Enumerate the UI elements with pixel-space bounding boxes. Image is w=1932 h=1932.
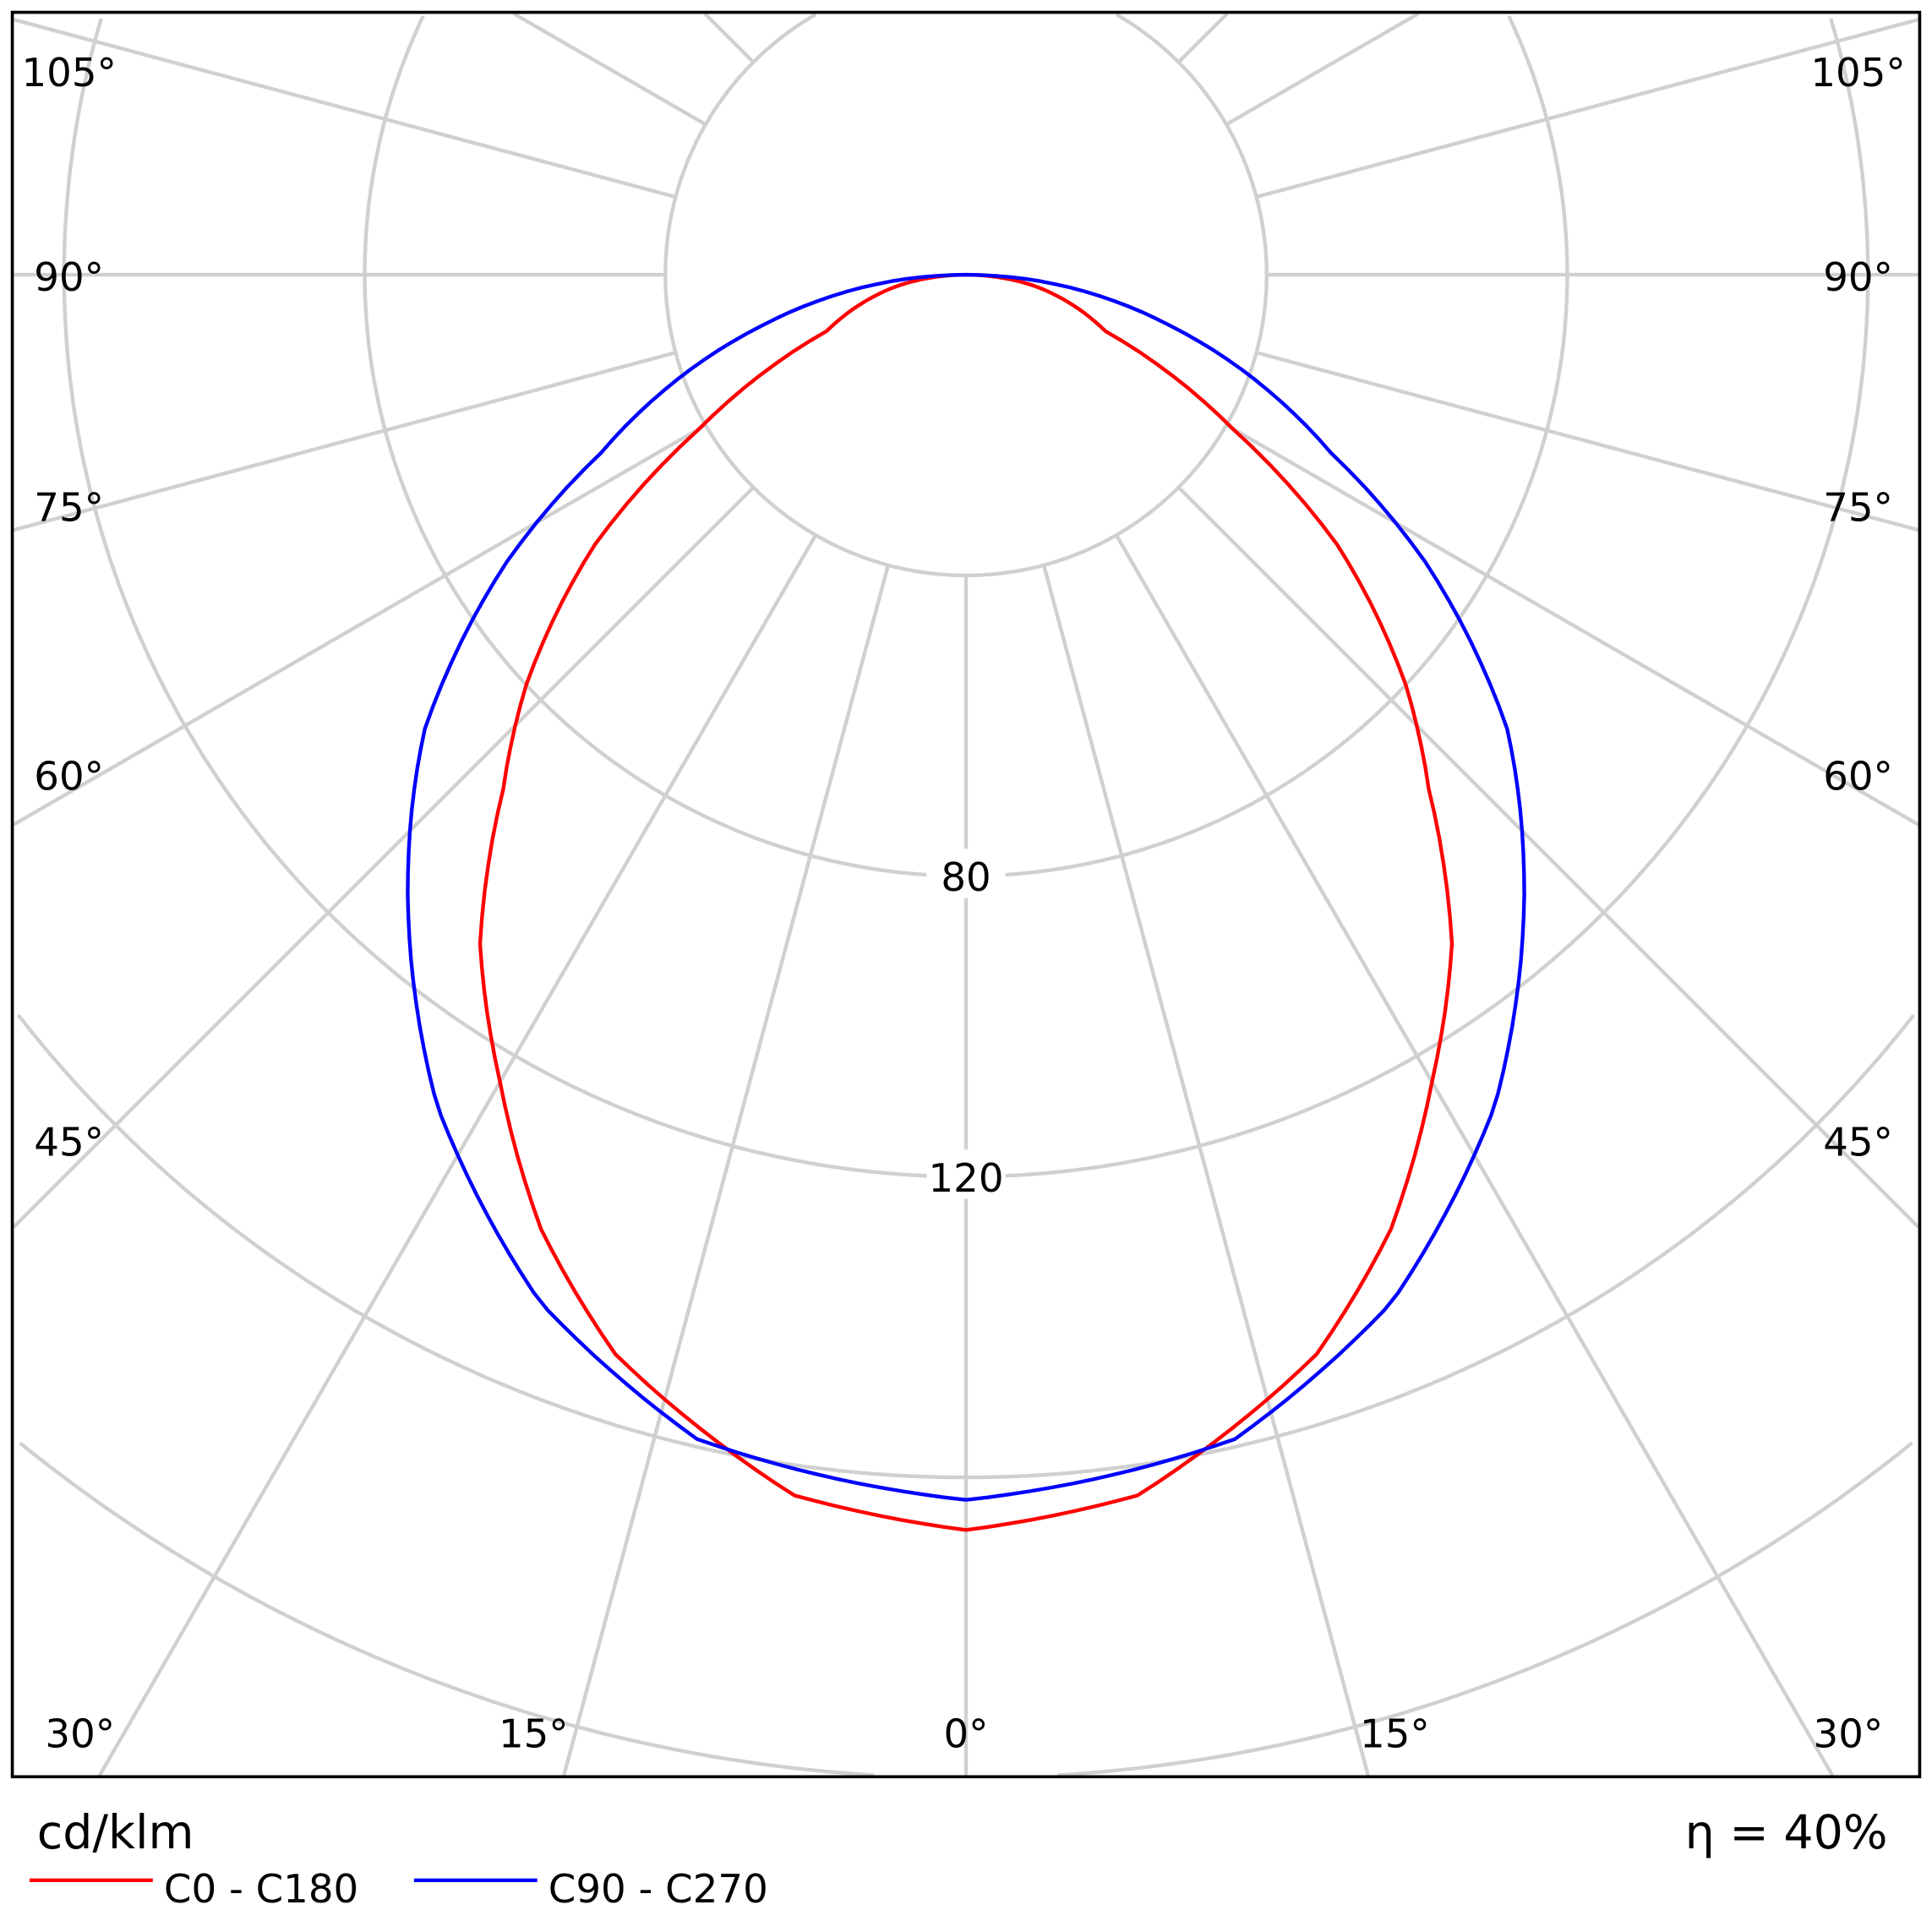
series-curve-1 bbox=[406, 272, 1526, 1502]
grid-spoke bbox=[13, 18, 676, 199]
grid-ring bbox=[1507, 14, 1569, 276]
angle-label-left: 105° bbox=[21, 51, 116, 96]
angle-label-left: 75° bbox=[34, 486, 104, 532]
angle-label-left: 45° bbox=[34, 1121, 104, 1166]
grid-spoke bbox=[13, 351, 676, 532]
grid-ring bbox=[363, 14, 1569, 878]
angle-label-bottom: 30° bbox=[1814, 1711, 1884, 1757]
legend-label-c0: C0 - C180 bbox=[164, 1867, 358, 1913]
radial-tick-label: 120 bbox=[928, 1156, 1003, 1202]
radial-tick-bg bbox=[926, 1149, 1006, 1199]
grid-spoke bbox=[1041, 565, 1370, 1776]
grid-spoke bbox=[512, 12, 707, 127]
grid-ring bbox=[62, 18, 1870, 1179]
unit-label: cd/klm bbox=[37, 1806, 194, 1860]
grid-ring bbox=[1115, 13, 1269, 276]
angle-label-bottom: 15° bbox=[499, 1711, 569, 1757]
efficiency-label: η = 40% bbox=[1685, 1806, 1888, 1860]
angle-label-right: 45° bbox=[1823, 1121, 1893, 1166]
angle-label-right: 60° bbox=[1823, 755, 1893, 800]
angle-label-zero: 0° bbox=[944, 1711, 989, 1757]
grid-spoke bbox=[12, 486, 756, 1229]
angle-label-bottom: 30° bbox=[45, 1711, 115, 1757]
plot-frame bbox=[10, 10, 1922, 1779]
angle-label-bottom: 15° bbox=[1360, 1711, 1430, 1757]
grid-ring bbox=[19, 1441, 875, 1777]
angle-label-left: 90° bbox=[34, 255, 104, 301]
angle-label-right: 105° bbox=[1810, 51, 1905, 96]
radial-tick-bg bbox=[926, 849, 1006, 898]
grid-spoke bbox=[1256, 351, 1919, 532]
grid bbox=[12, 12, 1920, 1777]
grid-spoke bbox=[1176, 12, 1229, 64]
grid-spoke bbox=[562, 565, 891, 1776]
grid-spoke bbox=[1225, 12, 1420, 127]
grid-ring bbox=[663, 13, 1269, 578]
curves bbox=[406, 272, 1526, 1532]
grid-spoke bbox=[1256, 18, 1919, 199]
grid-spoke bbox=[1225, 423, 1920, 827]
grid-spoke bbox=[12, 423, 707, 827]
angle-labels: 80 120 105° 105° 90° 90° 75° 75° 60° 60° 45° 45° 30°… bbox=[21, 51, 1905, 1757]
grid-spoke bbox=[1176, 486, 1920, 1229]
grid-ring bbox=[1057, 1441, 1913, 1777]
series-curve-0 bbox=[478, 272, 1454, 1532]
grid-ring bbox=[1829, 18, 1870, 276]
legend-label-c90: C90 - C270 bbox=[548, 1867, 768, 1913]
grid-spoke bbox=[703, 12, 756, 64]
angle-label-right: 90° bbox=[1823, 255, 1893, 301]
angle-label-left: 60° bbox=[34, 755, 104, 800]
angle-label-right: 75° bbox=[1823, 486, 1893, 532]
radial-tick-label: 80 bbox=[941, 855, 991, 901]
